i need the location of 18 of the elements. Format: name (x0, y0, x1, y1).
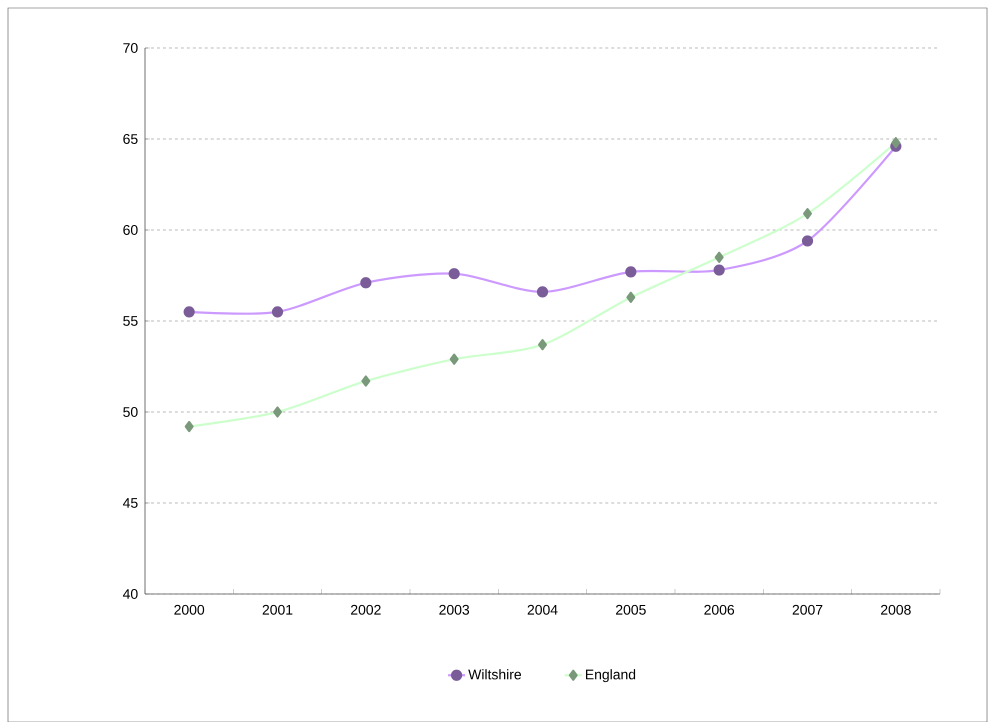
y-tick-label: 70 (123, 42, 138, 53)
x-tick-label: 2008 (881, 604, 911, 615)
legend-label: Wiltshire (468, 669, 522, 680)
x-tick-label: 2004 (528, 604, 558, 615)
y-tick-label: 60 (123, 224, 138, 235)
y-tick-label: 50 (123, 406, 138, 417)
x-tick-label: 2006 (704, 604, 734, 615)
x-tick-label: 2005 (616, 604, 646, 615)
x-tick-label: 2007 (792, 604, 822, 615)
y-tick-label: 45 (122, 498, 138, 508)
y-tick-label: 55 (123, 316, 138, 326)
x-tick-label: 2000 (174, 604, 204, 615)
x-tick-label: 2003 (439, 604, 470, 615)
x-tick-label: 2002 (351, 604, 381, 615)
y-tick-label: 40 (122, 588, 138, 599)
y-tick-label: 65 (123, 134, 138, 144)
x-tick-label: 2001 (262, 604, 292, 615)
legend-label: England (586, 669, 636, 682)
